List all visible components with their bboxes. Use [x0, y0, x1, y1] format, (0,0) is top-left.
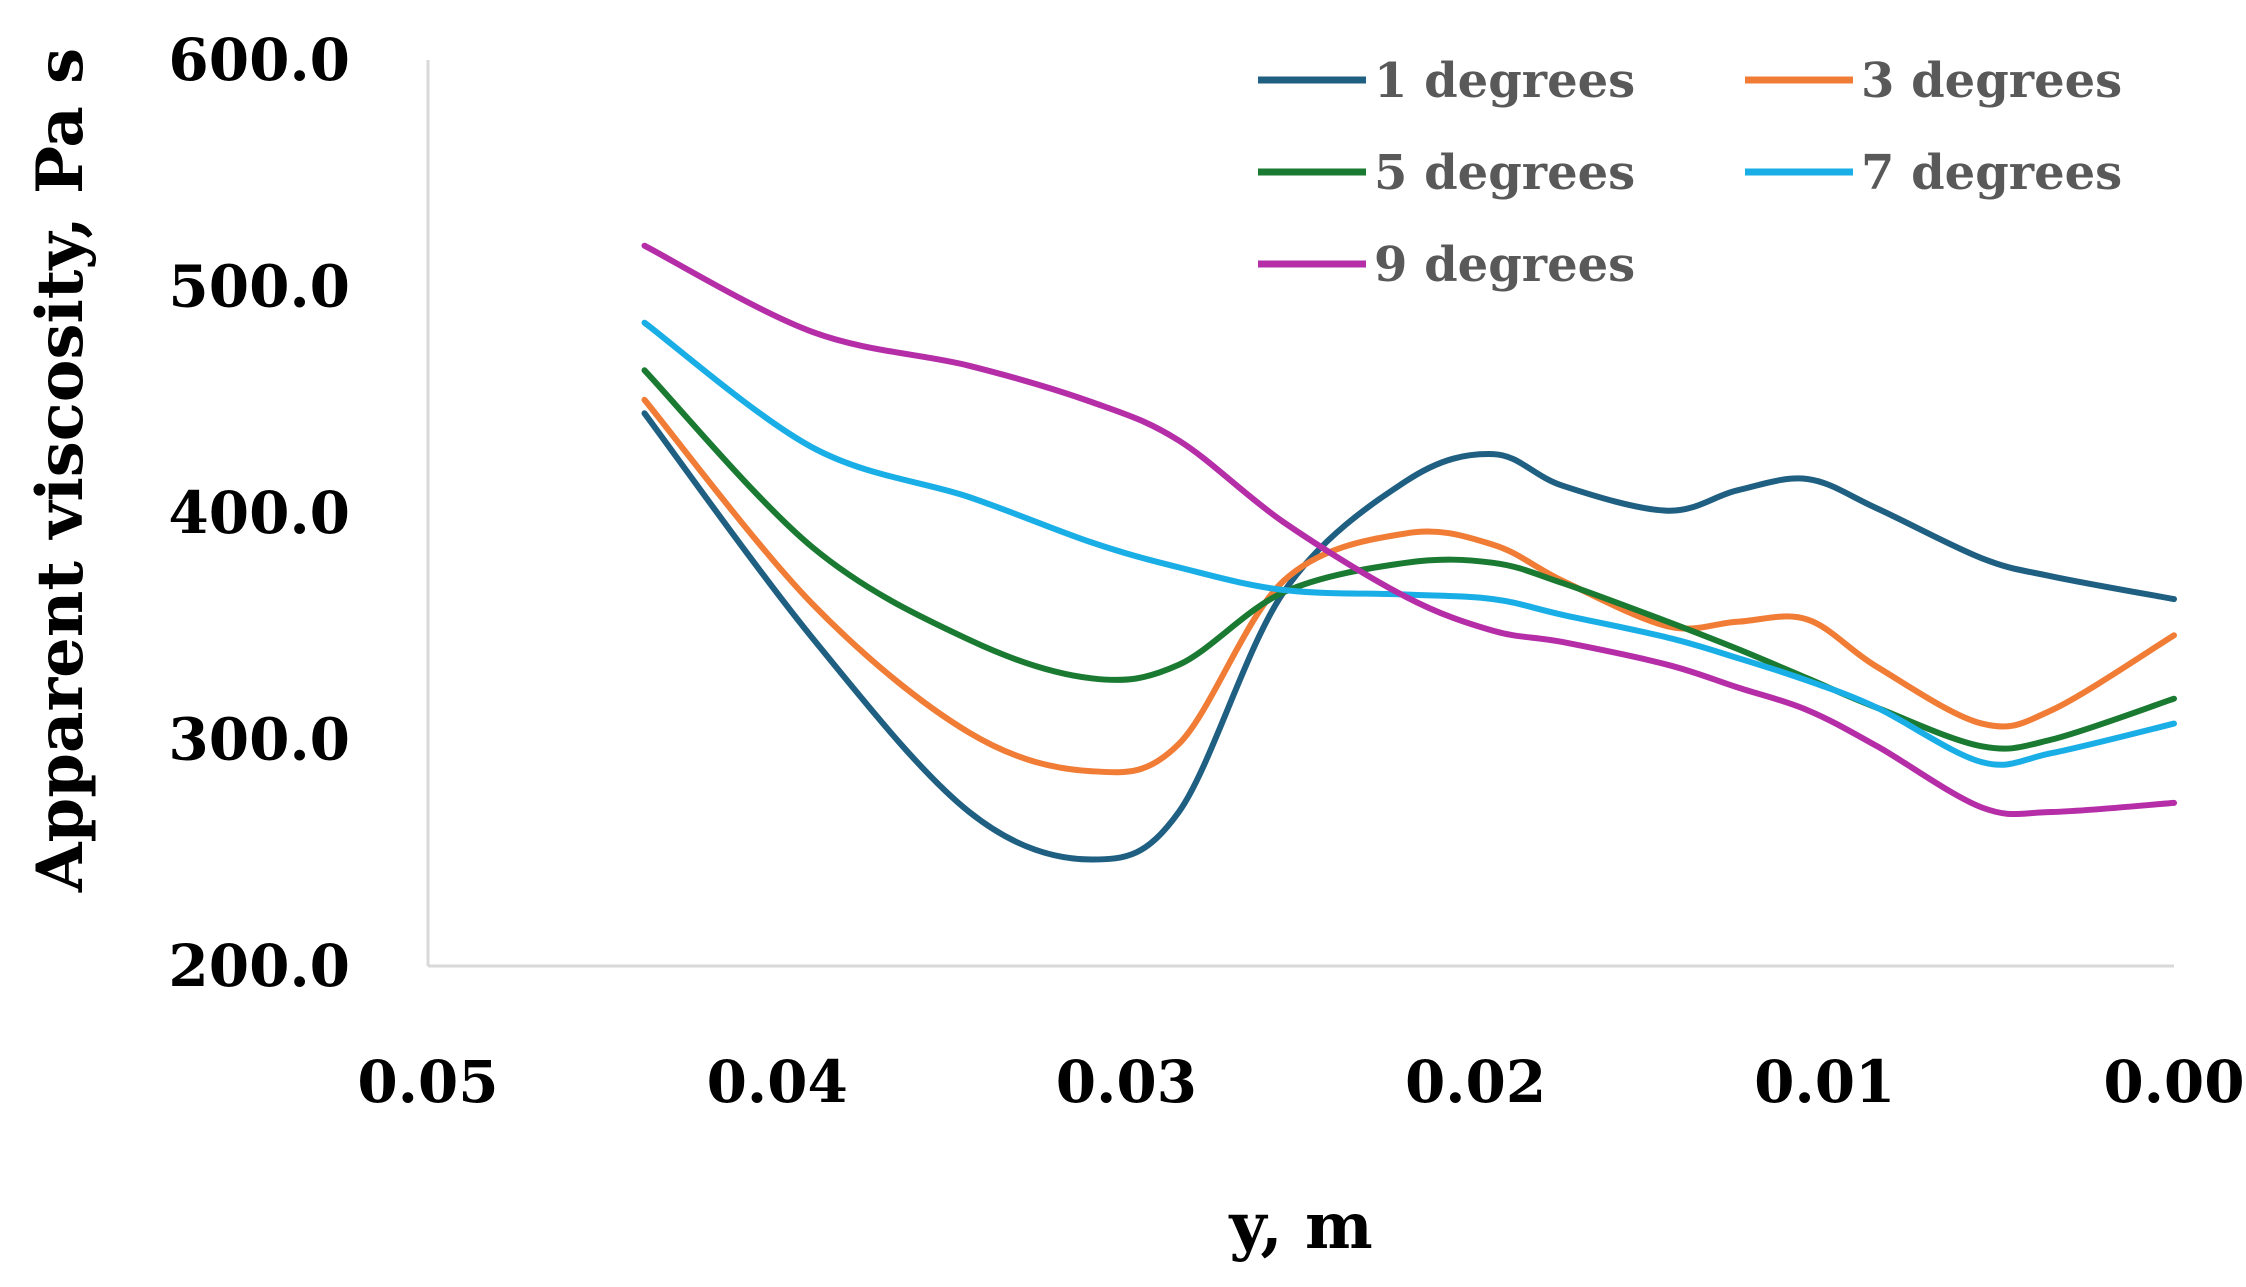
series-lines	[641, 242, 2177, 863]
y-tick-label: 400.0	[168, 479, 350, 547]
x-tick-label: 0.01	[1754, 1048, 1895, 1116]
legend-label: 3 degrees	[1861, 53, 2122, 109]
y-tick-label: 200.0	[168, 932, 350, 1000]
x-tick-label: 0.00	[2103, 1048, 2244, 1116]
legend-label: 7 degrees	[1861, 145, 2122, 201]
series-line-1	[641, 410, 2177, 863]
y-tick-label: 500.0	[168, 253, 350, 321]
series-line-5	[641, 242, 2177, 818]
x-tick-label: 0.05	[357, 1048, 498, 1116]
legend-label: 9 degrees	[1374, 237, 1635, 293]
legend-label: 1 degrees	[1374, 53, 1635, 109]
legend: 1 degrees 3 degrees 5 degrees 7 degrees 9 de…	[1258, 53, 2122, 293]
series-line-3	[641, 367, 2177, 752]
x-axis-title: y, m	[1228, 1189, 1372, 1264]
x-tick-label: 0.02	[1405, 1048, 1546, 1116]
series-line-2	[641, 396, 2177, 776]
legend-label: 5 degrees	[1374, 145, 1635, 201]
x-tick-label: 0.04	[707, 1048, 848, 1116]
x-tick-label: 0.03	[1056, 1048, 1197, 1116]
tick-labels: 600.0 500.0 400.0 300.0 200.00.05 0.04 0.03 0.0…	[168, 26, 2244, 1116]
y-tick-label: 600.0	[168, 26, 350, 94]
y-tick-label: 300.0	[168, 706, 350, 774]
series-line-4	[641, 319, 2177, 768]
axes	[426, 60, 2174, 968]
y-axis-title: Apparent viscosity, Pa s	[23, 48, 98, 893]
